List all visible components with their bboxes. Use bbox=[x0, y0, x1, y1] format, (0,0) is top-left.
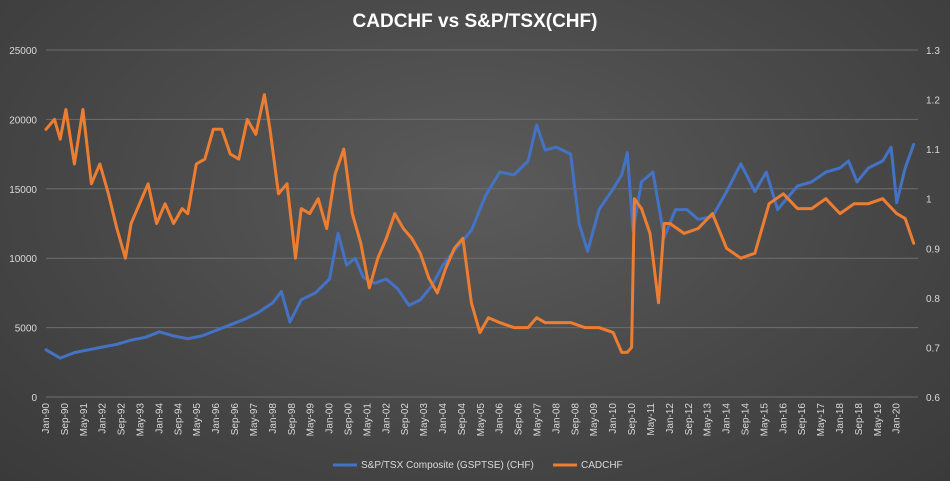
x-tick-label: Jan-10 bbox=[608, 403, 619, 434]
x-tick-label: May-09 bbox=[589, 403, 600, 437]
series-line-cadchf bbox=[44, 93, 916, 354]
left-tick-label: 10000 bbox=[9, 254, 37, 265]
x-tick-label: May-03 bbox=[419, 403, 430, 437]
left-tick-label: 20000 bbox=[9, 115, 37, 126]
x-tick-label: May-19 bbox=[873, 403, 884, 437]
x-tick-label: May-17 bbox=[816, 403, 827, 437]
legend-label: CADCHF bbox=[581, 460, 623, 471]
x-tick-label: May-11 bbox=[646, 403, 657, 436]
series-layer bbox=[44, 93, 916, 360]
x-tick-label: May-97 bbox=[249, 403, 260, 437]
right-tick-label: 1 bbox=[926, 195, 932, 206]
right-axis-ticks: 0.6 0.7 0.8 0.9 1 1.1 1.2 1.3 bbox=[926, 46, 940, 404]
x-tick-label: Sep-96 bbox=[230, 403, 241, 436]
x-tick-label: Sep-90 bbox=[60, 403, 71, 436]
legend-label: S&P/TSX Composite (GSPTSE) (CHF) bbox=[361, 460, 534, 471]
x-tick-label: Sep-18 bbox=[854, 403, 865, 436]
x-tick-label: Sep-08 bbox=[570, 403, 581, 436]
right-tick-label: 0.7 bbox=[926, 343, 940, 354]
x-tick-label: Sep-04 bbox=[457, 403, 468, 436]
x-tick-label: May-15 bbox=[759, 403, 770, 437]
x-tick-label: May-93 bbox=[136, 403, 147, 437]
x-tick-label: Jan-16 bbox=[778, 403, 789, 434]
x-tick-label: May-01 bbox=[362, 403, 373, 437]
x-tick-label: Jan-90 bbox=[41, 403, 52, 434]
right-tick-label: 1.1 bbox=[926, 145, 940, 156]
x-tick-label: May-99 bbox=[306, 403, 317, 437]
x-tick-label: May-07 bbox=[533, 403, 544, 437]
x-tick-label: Sep-16 bbox=[797, 403, 808, 436]
x-tick-label: May-91 bbox=[79, 403, 90, 437]
legend: S&P/TSX Composite (GSPTSE) (CHF) CADCHF bbox=[333, 460, 623, 471]
x-tick-label: May-13 bbox=[703, 403, 714, 437]
x-tick-label: Sep-14 bbox=[740, 403, 751, 436]
gridlines bbox=[46, 49, 918, 398]
series-line-sp-tsx bbox=[44, 123, 916, 360]
right-tick-label: 1.3 bbox=[926, 46, 940, 57]
x-tick-label: May-05 bbox=[476, 403, 487, 437]
left-tick-label: 0 bbox=[31, 393, 37, 404]
x-tick-label: Jan-92 bbox=[98, 403, 109, 434]
left-axis-ticks: 0 5000 10000 15000 20000 25000 bbox=[9, 46, 37, 404]
chart-title: CADCHF vs S&P/TSX(CHF) bbox=[353, 11, 598, 32]
x-tick-label: Jan-98 bbox=[268, 403, 279, 434]
x-tick-label: Sep-12 bbox=[684, 403, 695, 436]
x-tick-label: Jan-00 bbox=[325, 403, 336, 434]
right-tick-label: 1.2 bbox=[926, 96, 940, 107]
x-tick-label: Jan-08 bbox=[551, 403, 562, 434]
x-axis-ticks: Jan-90 Sep-90 May-91 Jan-92 Sep-92 May-93 Jan-… bbox=[41, 403, 903, 437]
left-tick-label: 25000 bbox=[9, 46, 37, 57]
x-tick-label: Sep-02 bbox=[400, 403, 411, 436]
x-tick-label: Jan-04 bbox=[438, 403, 449, 434]
right-tick-label: 0.6 bbox=[926, 393, 940, 404]
x-tick-label: Jan-12 bbox=[665, 403, 676, 434]
left-tick-label: 5000 bbox=[15, 324, 38, 335]
x-tick-label: Sep-00 bbox=[343, 403, 354, 436]
x-tick-label: Sep-10 bbox=[627, 403, 638, 436]
x-tick-label: Jan-94 bbox=[154, 403, 165, 434]
x-tick-label: Sep-06 bbox=[514, 403, 525, 436]
x-tick-label: Jan-06 bbox=[495, 403, 506, 434]
x-tick-label: Jan-18 bbox=[835, 403, 846, 434]
x-tick-label: Jan-02 bbox=[381, 403, 392, 434]
x-tick-label: May-95 bbox=[192, 403, 203, 437]
x-tick-label: Jan-14 bbox=[722, 403, 733, 434]
x-tick-label: Sep-98 bbox=[287, 403, 298, 436]
x-tick-label: Jan-20 bbox=[892, 403, 903, 434]
x-tick-label: Sep-92 bbox=[117, 403, 128, 436]
right-tick-label: 0.8 bbox=[926, 294, 940, 305]
x-tick-label: Jan-96 bbox=[211, 403, 222, 434]
right-tick-label: 0.9 bbox=[926, 244, 940, 255]
left-tick-label: 15000 bbox=[9, 185, 37, 196]
x-tick-label: Sep-94 bbox=[173, 403, 184, 436]
